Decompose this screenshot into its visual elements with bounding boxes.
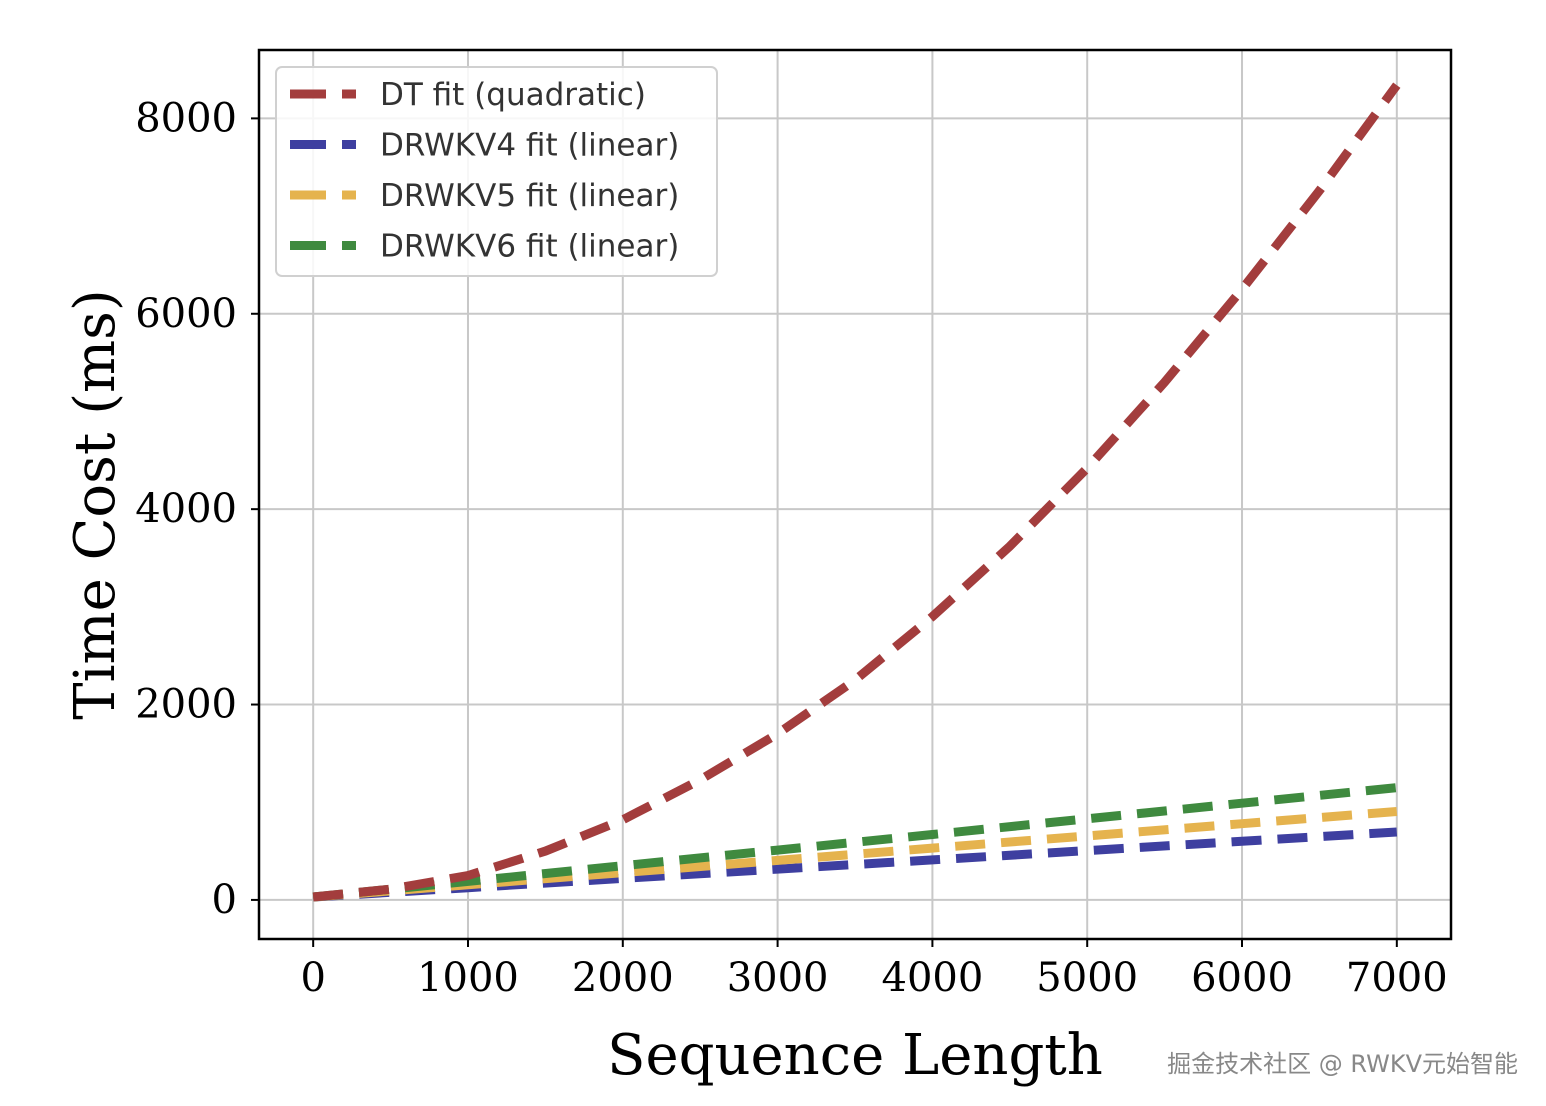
x-tick-label: 6000	[1191, 955, 1293, 1001]
x-axis-title: Sequence Length	[607, 1023, 1103, 1088]
legend-label: DRWKV5 fit (linear)	[380, 178, 679, 214]
axis-ticks: 0 1000 2000 3000 4000 5000 6000 7000 0 2000 4000 60…	[135, 95, 1448, 1001]
plot-frame	[257, 48, 1453, 941]
legend-box	[275, 66, 718, 277]
y-tick-label: 6000	[135, 291, 237, 337]
legend-label: DRWKV4 fit (linear)	[380, 128, 679, 164]
legend: DT fit (quadratic) DRWKV4 fit (linear) DRW…	[275, 66, 718, 277]
x-tick-label: 2000	[572, 955, 674, 1001]
x-tick-label: 1000	[417, 955, 519, 1001]
watermark: 掘金技术社区 @ RWKV元始智能	[1167, 1050, 1518, 1078]
legend-label: DRWKV6 fit (linear)	[380, 229, 679, 265]
y-tick-label: 8000	[135, 95, 237, 141]
y-tick-label: 2000	[135, 682, 237, 728]
legend-label: DT fit (quadratic)	[380, 77, 646, 113]
x-tick-label: 3000	[727, 955, 829, 1001]
y-axis-title: Time Cost (ms)	[63, 289, 128, 719]
x-tick-label: 0	[300, 955, 325, 1001]
x-tick-label: 4000	[882, 955, 984, 1001]
y-tick-label: 0	[212, 877, 237, 923]
x-tick-label: 5000	[1036, 955, 1138, 1001]
x-tick-label: 7000	[1346, 955, 1448, 1001]
y-tick-label: 4000	[135, 486, 237, 532]
